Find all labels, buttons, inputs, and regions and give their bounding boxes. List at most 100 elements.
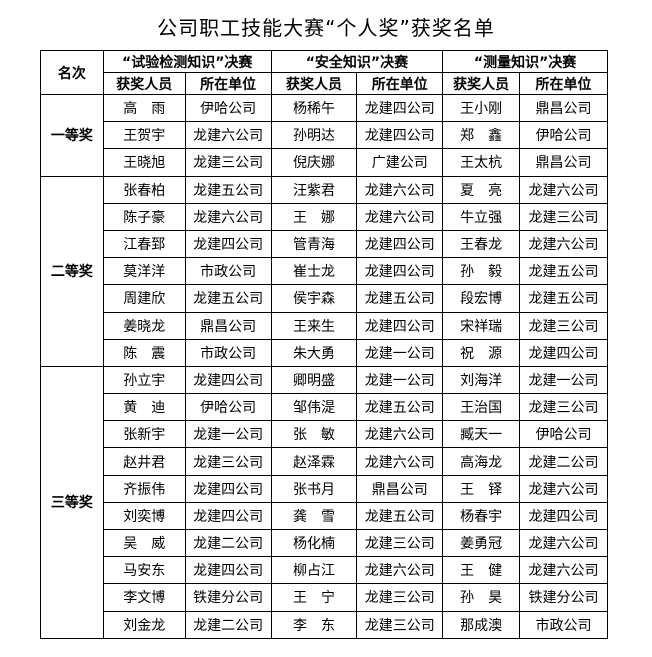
unit-cell: 龙建五公司 (356, 393, 444, 422)
table-row: 赵井君 龙建三公司 赵泽霖 龙建六公司 高海龙 龙建二公司 (41, 447, 608, 476)
winner-name-cell: 朱大勇 (270, 338, 358, 367)
unit-cell: 龙建四公司 (184, 556, 272, 585)
unit-header: 所在单位 (519, 72, 608, 95)
unit-cell: 龙建五公司 (184, 284, 272, 313)
unit-cell: 龙建四公司 (356, 121, 444, 150)
winner-name-cell: 夏 亮 (442, 175, 521, 204)
winner-name-cell: 齐振伟 (102, 474, 186, 503)
person-header: 获奖人员 (270, 72, 358, 95)
winner-name-cell: 高海龙 (442, 447, 521, 476)
unit-cell: 鼎昌公司 (184, 311, 272, 340)
winner-name-cell: 崔士龙 (270, 257, 358, 286)
winner-name-cell: 王春龙 (442, 229, 521, 259)
winner-name-cell: 李 东 (270, 610, 358, 639)
winner-name-cell: 赵井君 (102, 447, 186, 476)
unit-cell: 龙建四公司 (356, 229, 444, 259)
table-row: 二等奖 张春柏 龙建五公司 汪紫君 龙建六公司夏 亮龙建六公司 (40, 175, 608, 367)
table-row: 黄 迪伊哈公司 邹伟湜 龙建五公司 王治国 龙建三公司 (41, 393, 608, 422)
winner-name-cell: 牛立强 (442, 202, 521, 231)
winner-name-cell: 王小刚 (442, 93, 521, 123)
winner-name-cell: 姜勇冠 (442, 528, 521, 558)
winner-name-cell: 孙 昊 (442, 583, 521, 612)
winner-name-cell: 王 铎 (442, 474, 521, 503)
winner-name-cell: 那成澳 (442, 610, 521, 639)
rank-cell: 二等奖 (40, 175, 104, 367)
unit-cell: 龙建一公司 (184, 420, 272, 449)
winner-name-cell: 江春郅 (102, 229, 186, 259)
unit-cell: 龙建三公司 (519, 202, 608, 231)
unit-cell: 龙建三公司 (356, 610, 444, 639)
unit-cell: 龙建四公司 (184, 229, 272, 259)
unit-cell: 龙建六公司 (519, 474, 608, 503)
unit-cell: 龙建五公司 (356, 501, 444, 531)
unit-cell: 鼎昌公司 (356, 474, 444, 503)
group-header: “试验检测知识”决赛 (102, 50, 272, 73)
unit-cell: 市政公司 (519, 610, 608, 639)
unit-cell: 伊哈公司 (519, 121, 608, 150)
unit-cell: 龙建三公司 (356, 528, 444, 558)
winner-name-cell: 杨稀午 (270, 93, 358, 123)
rank-cell: 三等奖 (40, 365, 104, 639)
winner-name-cell: 张新宇 (102, 420, 186, 449)
unit-cell: 龙建六公司 (519, 229, 608, 259)
winner-name-cell: 马安东 (102, 556, 186, 585)
unit-cell: 伊哈公司 (184, 393, 272, 422)
group-header: “测量知识”决赛 (442, 50, 608, 73)
person-header: 获奖人员 (442, 72, 521, 95)
unit-cell: 市政公司 (184, 338, 272, 367)
table-row: 莫洋洋 市政公司 崔士龙 龙建四公司孙 毅龙建五公司 (41, 257, 608, 286)
winner-name-cell: 汪紫君 (270, 175, 358, 204)
winner-name-cell: 倪庆娜 (270, 148, 358, 177)
table-row: 陈子豪 龙建六公司王 娜龙建六公司 牛立强 龙建三公司 (41, 202, 608, 231)
winner-name-cell: 王 健 (442, 556, 521, 585)
winner-name-cell: 莫洋洋 (102, 257, 186, 286)
unit-cell: 龙建六公司 (184, 121, 272, 150)
unit-cell: 龙建四公司 (519, 501, 608, 531)
winner-name-cell: 陈 震 (102, 338, 186, 367)
winner-name-cell: 张书月 (270, 474, 358, 503)
unit-cell: 龙建六公司 (519, 556, 608, 585)
winner-name-cell: 孙 毅 (442, 257, 521, 286)
unit-cell: 伊哈公司 (184, 93, 272, 123)
rank-header: 名次 (40, 50, 104, 95)
winner-name-cell: 孙明达 (270, 121, 358, 150)
winner-name-cell: 陈子豪 (102, 202, 186, 231)
table-row: 江春郅 龙建四公司 管青海 龙建四公司 王春龙 龙建六公司 (41, 229, 608, 259)
winner-name-cell: 杨春宇 (442, 501, 521, 531)
winner-name-cell: 王晓旭 (102, 148, 186, 177)
winner-name-cell: 管青海 (270, 229, 358, 259)
unit-cell: 龙建四公司 (356, 257, 444, 286)
winner-name-cell: 臧天一 (442, 420, 521, 449)
winner-name-cell: 刘海洋 (442, 365, 521, 395)
table-row: 姜晓龙 鼎昌公司 王来生 龙建四公司 宋祥瑞 龙建三公司 (41, 311, 608, 340)
table-row: 吴 威龙建二公司 杨化楠 龙建三公司 姜勇冠 龙建六公司 (41, 528, 608, 558)
unit-cell: 龙建三公司 (519, 311, 608, 340)
unit-cell: 龙建三公司 (184, 148, 272, 177)
winner-name-cell: 邹伟湜 (270, 393, 358, 422)
unit-cell: 龙建一公司 (356, 338, 444, 367)
unit-cell: 龙建四公司 (356, 93, 444, 123)
person-header: 获奖人员 (102, 72, 186, 95)
unit-cell: 龙建六公司 (356, 556, 444, 585)
unit-cell: 龙建四公司 (184, 501, 272, 531)
winner-name-cell: 侯宇森 (270, 284, 358, 313)
unit-cell: 龙建三公司 (356, 583, 444, 612)
winner-name-cell: 宋祥瑞 (442, 311, 521, 340)
winner-name-cell: 段宏博 (442, 284, 521, 313)
winner-name-cell: 祝 源 (442, 338, 521, 367)
unit-cell: 铁建分公司 (519, 583, 608, 612)
table-row: 马安东 龙建四公司 柳占江 龙建六公司王 健龙建六公司 (41, 556, 608, 585)
winner-name-cell: 刘金龙 (102, 610, 186, 639)
unit-cell: 广建公司 (356, 148, 444, 177)
unit-cell: 龙建二公司 (184, 528, 272, 558)
winner-name-cell: 柳占江 (270, 556, 358, 585)
unit-cell: 伊哈公司 (519, 420, 608, 449)
table-row: 三等奖 孙立宇 龙建四公司 卿明盛 龙建一公司 刘海洋 龙建一公司 (40, 365, 608, 639)
unit-cell: 龙建六公司 (356, 202, 444, 231)
winner-name-cell: 赵泽霖 (270, 447, 358, 476)
table-row: 一等奖高 雨伊哈公司 杨稀午 龙建四公司 王小刚 鼎昌公司 (40, 93, 608, 177)
unit-cell: 铁建分公司 (184, 583, 272, 612)
table-row: 刘奕博 龙建四公司龚 雪龙建五公司 杨春宇 龙建四公司 (41, 501, 608, 531)
winner-name-cell: 王太杭 (442, 148, 521, 177)
winner-name-cell: 孙立宇 (102, 365, 186, 395)
